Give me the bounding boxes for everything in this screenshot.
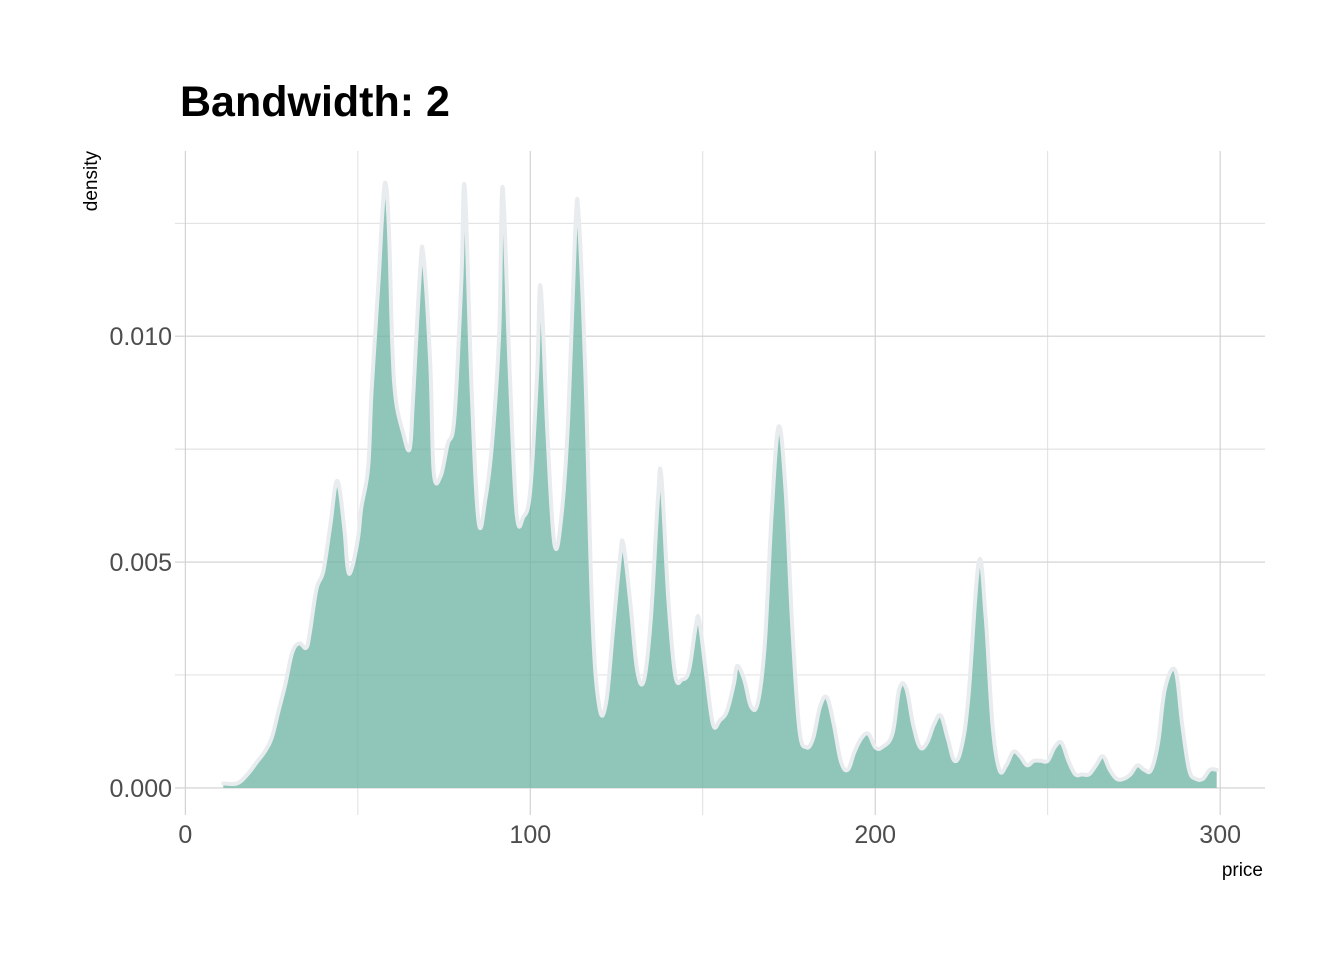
x-tick-label: 300 [1199,821,1241,849]
y-tick-label: 0.010 [109,323,172,351]
axes: 0 100 200 300 0.000 0.005 0.010 [109,323,1241,849]
density-area [223,182,1217,788]
x-axis-title: price [1222,860,1263,881]
chart-title: Bandwidth: 2 [180,78,450,126]
y-tick-label: 0.000 [109,775,172,803]
plot-area [221,180,1219,788]
density-line [221,180,1219,787]
y-axis-title: density [81,151,102,212]
x-tick-label: 100 [509,821,551,849]
y-tick-label: 0.005 [109,549,172,577]
x-tick-label: 200 [854,821,896,849]
x-tick-label: 0 [178,821,192,849]
